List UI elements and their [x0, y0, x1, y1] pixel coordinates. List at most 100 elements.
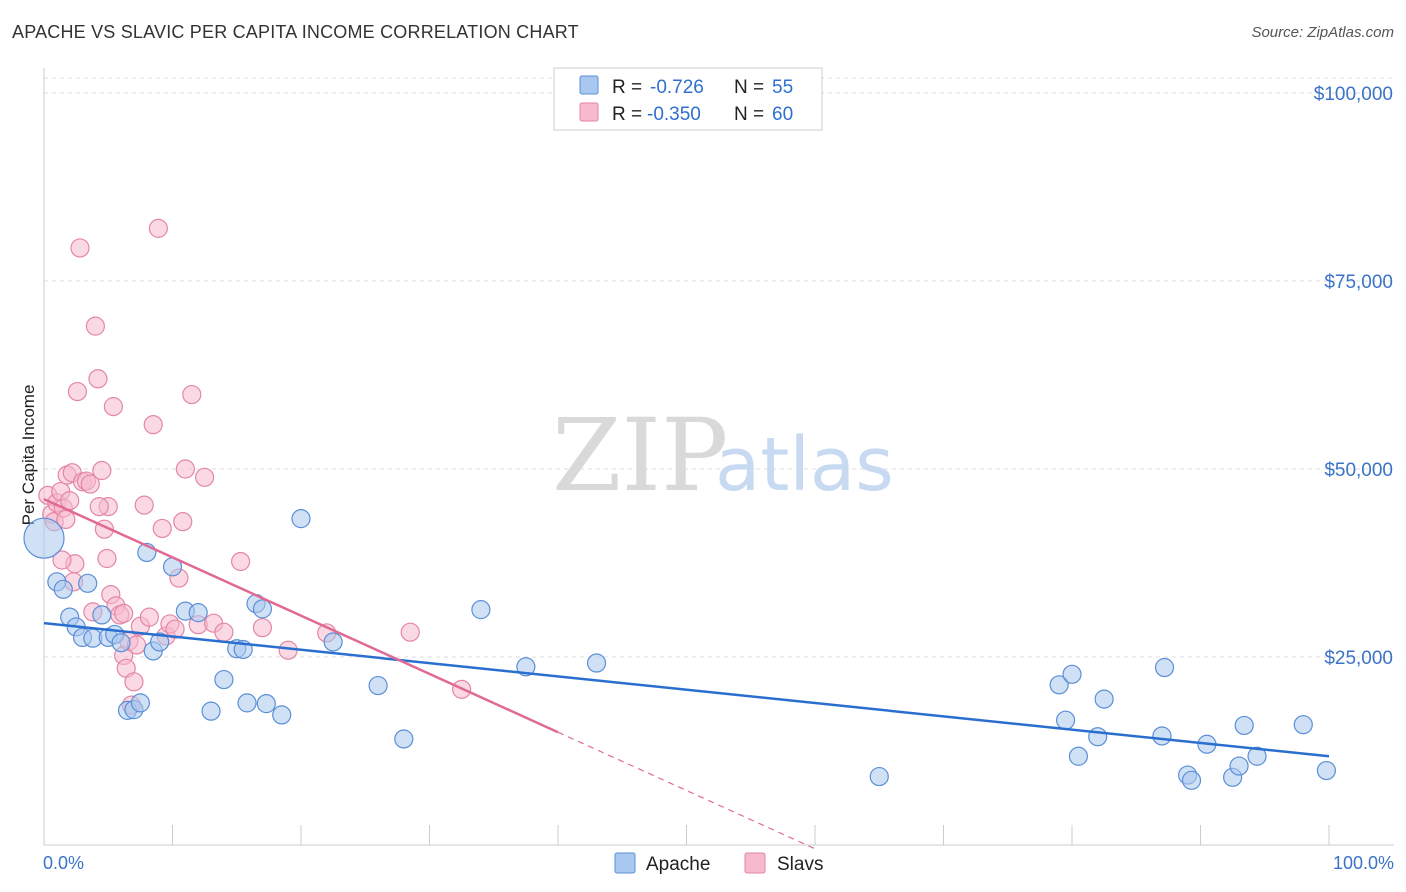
y-tick-label: $25,000 — [1324, 648, 1393, 669]
apache-point — [1293, 715, 1313, 735]
apache-point — [53, 579, 73, 599]
slavs-point — [52, 550, 72, 570]
slavs-point — [148, 218, 168, 238]
apache-point — [23, 517, 65, 559]
legend-apache-r-label: R = — [612, 77, 642, 98]
slavs-point — [400, 622, 420, 642]
slavs-point — [80, 474, 100, 494]
apache-point — [78, 573, 98, 593]
axes — [43, 68, 1394, 846]
apache-point — [150, 632, 170, 652]
y-tick-label: $50,000 — [1324, 460, 1393, 481]
slavs-point — [70, 238, 90, 258]
slavs-point — [89, 497, 109, 517]
apache-point — [1094, 689, 1114, 709]
slavs-point — [85, 316, 106, 336]
slavs-point — [231, 551, 251, 572]
apache-point — [188, 603, 208, 623]
apache-point — [586, 653, 607, 673]
bottom-legend-apache-label: Apache — [646, 854, 710, 875]
legend-apache-n-label: N = — [734, 77, 764, 98]
slavs-point — [165, 619, 185, 639]
legend-apache-swatch — [579, 75, 599, 95]
bottom-legend: Apache Slavs — [614, 852, 823, 875]
slavs-point — [114, 603, 134, 623]
slavs-point — [92, 460, 112, 481]
y-tick-label: $75,000 — [1324, 272, 1393, 293]
y-tick-labels: $25,000 $50,000 $75,000 $100,000 — [1314, 84, 1393, 669]
apache-point — [111, 633, 131, 653]
watermark-zip: ZIP — [552, 397, 728, 514]
apache-point — [1181, 770, 1202, 790]
x-tick-label-min: 0.0% — [43, 853, 84, 873]
slavs-point — [67, 381, 88, 402]
slavs-point — [195, 467, 215, 487]
apache-point — [516, 657, 536, 677]
apache-point — [394, 729, 414, 749]
slavs-point — [97, 548, 117, 569]
slavs-trend-line — [43, 497, 559, 734]
apache-point — [323, 632, 343, 652]
trend-lines — [43, 497, 1330, 850]
chart-title: APACHE VS SLAVIC PER CAPITA INCOME CORRE… — [12, 22, 579, 42]
apache-point — [368, 675, 388, 696]
slavs-point — [134, 495, 154, 515]
apache-point — [1247, 746, 1267, 766]
slavs-point — [56, 509, 76, 530]
apache-point — [1068, 746, 1089, 766]
legend-slavs-n-label: N = — [734, 104, 764, 125]
apache-points — [23, 509, 1337, 790]
y-axis-title: Per Capita Income — [19, 385, 38, 526]
apache-point — [1154, 657, 1175, 678]
apache-point — [291, 509, 311, 529]
apache-point — [471, 600, 491, 620]
source-label: Source: ZipAtlas.com — [1251, 24, 1394, 41]
apache-point — [92, 605, 112, 625]
apache-point — [272, 705, 292, 725]
apache-point — [256, 694, 276, 714]
x-ticks — [43, 825, 1330, 845]
legend-apache-n-value: 55 — [772, 77, 793, 98]
slavs-point — [182, 384, 202, 405]
legend-slavs-r-label: R = — [612, 104, 642, 125]
grid-lines — [44, 77, 1394, 658]
legend-slavs-swatch — [579, 102, 599, 122]
bottom-legend-slavs-swatch — [744, 852, 766, 874]
slavs-point — [152, 518, 172, 539]
apache-point — [1234, 715, 1254, 736]
apache-point — [1152, 726, 1172, 746]
slavs-point — [88, 369, 108, 389]
apache-point — [252, 599, 273, 619]
bottom-legend-apache-swatch — [614, 852, 636, 874]
slavs-point — [252, 618, 273, 638]
apache-point — [214, 669, 234, 690]
apache-point — [869, 766, 889, 787]
apache-point — [1316, 760, 1337, 781]
bottom-legend-slavs-label: Slavs — [777, 854, 823, 875]
legend: R = -0.726 N = 55 R = -0.350 N = 60 — [553, 67, 823, 131]
legend-slavs-n-value: 60 — [772, 104, 793, 125]
slavs-point — [175, 459, 195, 479]
watermark: ZIP atlas — [552, 397, 894, 514]
x-tick-label-max: 100.0% — [1333, 853, 1394, 873]
apache-point — [201, 701, 221, 721]
slavs-point — [103, 397, 123, 417]
y-tick-label: $100,000 — [1314, 84, 1393, 105]
legend-apache-r-value: -0.726 — [650, 77, 704, 98]
slavs-point — [124, 672, 144, 692]
apache-point — [1055, 710, 1076, 730]
slavs-trend-extension — [557, 731, 816, 850]
legend-slavs-r-value: -0.350 — [647, 104, 701, 125]
apache-trend-line — [43, 621, 1330, 758]
slavs-point — [173, 512, 193, 532]
slavs-point — [139, 607, 159, 627]
apache-point — [1229, 756, 1249, 776]
slavs-point — [143, 415, 163, 435]
watermark-atlas: atlas — [715, 422, 894, 508]
slavs-point — [214, 622, 234, 642]
apache-point — [1062, 664, 1082, 684]
apache-point — [237, 693, 257, 713]
legend-box — [553, 67, 823, 131]
apache-point — [1049, 675, 1069, 695]
